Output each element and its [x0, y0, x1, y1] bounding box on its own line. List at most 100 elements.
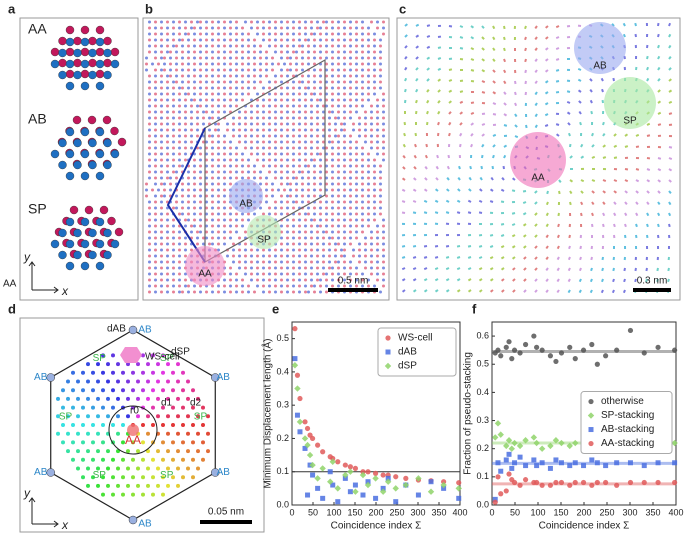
atom — [111, 48, 119, 56]
moire-dot — [361, 33, 364, 36]
moire-dot — [268, 33, 271, 36]
moire-dot — [361, 189, 364, 192]
arrow — [556, 59, 559, 60]
arrow — [613, 268, 614, 271]
moire-dot — [148, 249, 151, 252]
moire-dot — [310, 117, 313, 120]
moire-dot — [334, 255, 337, 258]
marker — [595, 460, 600, 465]
arrow — [424, 246, 427, 247]
arrow — [402, 257, 405, 258]
corner-dot — [47, 469, 55, 477]
marker — [292, 326, 297, 331]
moire-dot — [190, 147, 193, 150]
moire-dot — [298, 171, 301, 174]
x-tick-label: 400 — [452, 507, 467, 517]
arrow — [535, 103, 537, 106]
x-tick-label: 300 — [622, 507, 637, 517]
moire-dot — [160, 273, 163, 276]
moire-dot — [331, 231, 334, 234]
moire-dot — [352, 123, 355, 126]
moire-dot — [241, 39, 244, 42]
moire-dot — [361, 51, 364, 54]
moire-dot — [166, 225, 169, 228]
moire-dot — [217, 105, 220, 108]
displacement-dot — [181, 423, 185, 427]
moire-dot — [223, 183, 226, 186]
moire-dot — [379, 291, 382, 294]
moire-dot — [343, 123, 346, 126]
moire-dot — [151, 63, 154, 66]
displacement-dot — [181, 475, 185, 479]
marker — [517, 483, 522, 488]
moire-dot — [274, 75, 277, 78]
arrow — [669, 213, 670, 216]
moire-dot — [172, 165, 175, 168]
moire-dot — [280, 267, 283, 270]
moire-dot — [217, 87, 220, 90]
moire-dot — [262, 129, 265, 132]
moire-dot — [295, 201, 298, 204]
moire-dot — [274, 105, 277, 108]
moire-dot — [280, 195, 283, 198]
moire-dot — [298, 33, 301, 36]
moire-dot — [286, 255, 289, 258]
moire-dot — [316, 111, 319, 114]
moire-dot — [193, 45, 196, 48]
moire-dot — [154, 111, 157, 114]
moire-dot — [301, 81, 304, 84]
displacement-dot — [156, 414, 160, 418]
moire-dot — [247, 291, 250, 294]
moire-dot — [244, 111, 247, 114]
moire-dot — [178, 291, 181, 294]
moire-dot — [184, 93, 187, 96]
moire-dot — [349, 27, 352, 30]
moire-dot — [343, 183, 346, 186]
moire-dot — [295, 189, 298, 192]
moire-dot — [148, 75, 151, 78]
d-ab-label: dAB — [107, 324, 126, 335]
moire-dot — [382, 153, 385, 156]
moire-dot — [160, 171, 163, 174]
moire-dot — [211, 153, 214, 156]
arrow — [403, 178, 405, 180]
arrow — [569, 268, 570, 271]
moire-dot — [178, 273, 181, 276]
displacement-dot — [191, 475, 195, 479]
displacement-dot — [111, 388, 115, 392]
moire-dot — [178, 243, 181, 246]
displacement-dot — [156, 397, 160, 401]
moire-dot — [286, 87, 289, 90]
moire-dot — [349, 267, 352, 270]
moire-dot — [280, 159, 283, 162]
moire-dot — [373, 57, 376, 60]
moire-dot — [250, 135, 253, 138]
arrow — [624, 279, 625, 282]
moire-dot — [286, 57, 289, 60]
moire-dot — [211, 231, 214, 234]
moire-dot — [178, 231, 181, 234]
moire-dot — [304, 273, 307, 276]
moire-dot — [172, 255, 175, 258]
edge-label: SP — [59, 412, 73, 423]
moire-dot — [337, 177, 340, 180]
arrow — [438, 47, 441, 48]
moire-dot — [268, 117, 271, 120]
marker — [509, 356, 514, 361]
moire-dot — [304, 39, 307, 42]
moire-dot — [166, 87, 169, 90]
moire-dot — [256, 273, 259, 276]
arrow — [669, 45, 671, 48]
moire-dot — [355, 225, 358, 228]
moire-dot — [160, 195, 163, 198]
moire-dot — [235, 231, 238, 234]
moire-dot — [274, 129, 277, 132]
arrow — [480, 290, 482, 292]
arrow — [592, 180, 595, 181]
marker — [509, 466, 514, 471]
moire-dot — [331, 69, 334, 72]
moire-dot — [193, 87, 196, 90]
moire-dot — [190, 225, 193, 228]
marker — [603, 353, 608, 358]
moire-dot — [193, 27, 196, 30]
